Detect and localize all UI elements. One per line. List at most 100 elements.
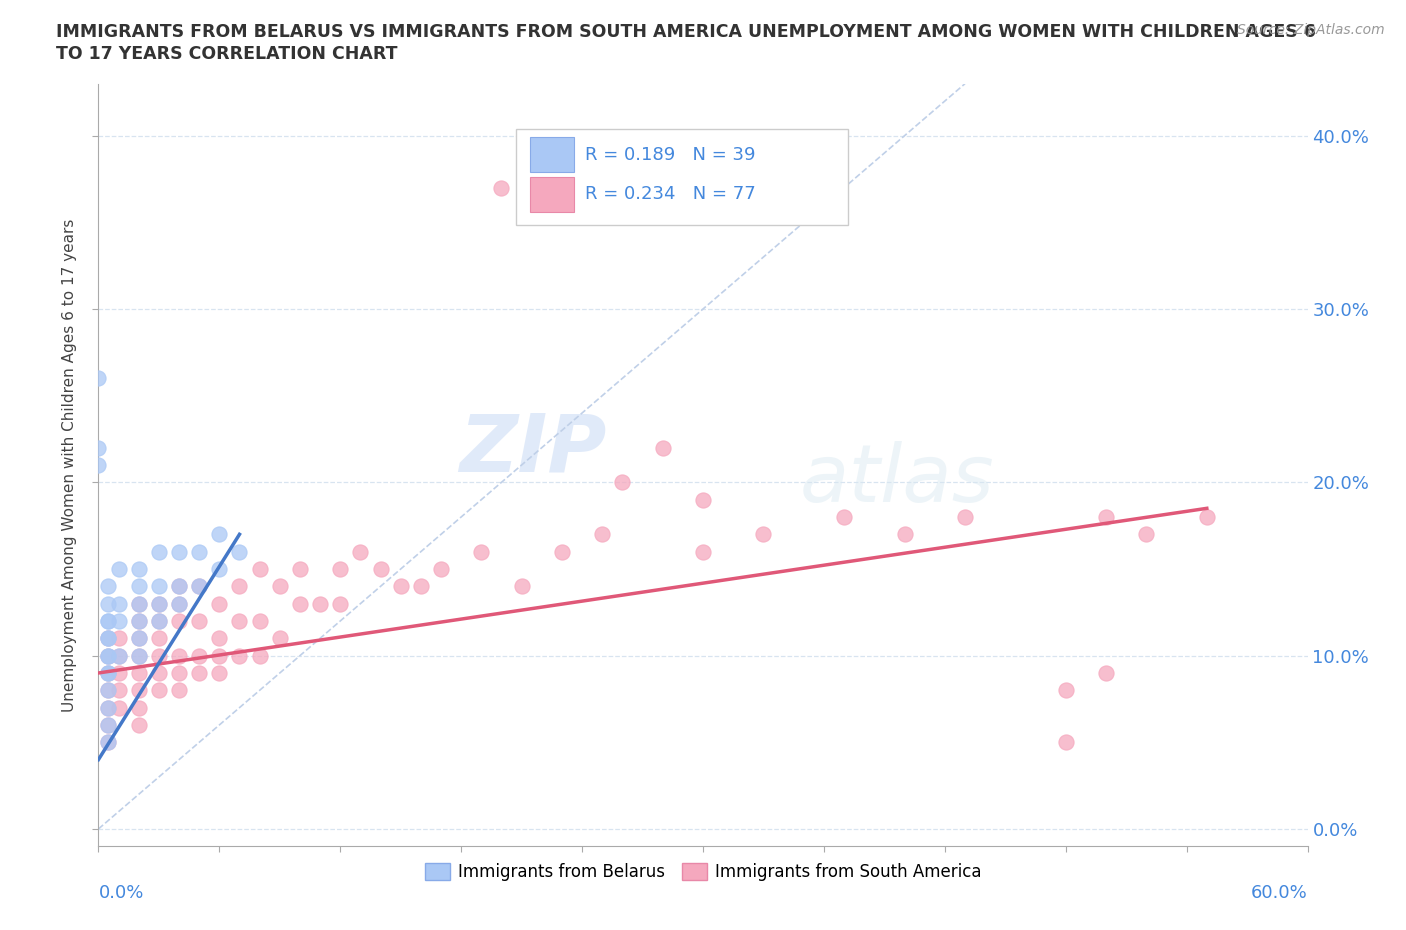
Point: [97, 735, 120, 750]
Point: [97, 596, 120, 611]
Point: [97, 718, 120, 733]
Point: [188, 648, 211, 663]
Text: 60.0%: 60.0%: [1251, 884, 1308, 902]
Point: [128, 578, 150, 593]
Point: [188, 578, 211, 593]
Point: [188, 544, 211, 559]
Point: [107, 614, 129, 629]
Point: [97, 614, 120, 629]
Point: [208, 596, 231, 611]
Point: [107, 648, 129, 663]
Point: [167, 683, 190, 698]
Point: [510, 578, 533, 593]
Point: [128, 596, 150, 611]
Point: [148, 614, 170, 629]
Point: [188, 666, 211, 681]
Text: 0.0%: 0.0%: [98, 884, 143, 902]
Point: [148, 631, 170, 645]
Point: [97, 700, 120, 715]
Point: [107, 700, 129, 715]
Point: [97, 666, 120, 681]
Point: [167, 648, 190, 663]
Point: [97, 735, 120, 750]
Point: [370, 562, 392, 577]
Point: [893, 527, 915, 542]
Point: [269, 578, 291, 593]
Point: [148, 683, 170, 698]
Point: [288, 562, 311, 577]
FancyBboxPatch shape: [530, 177, 574, 212]
Point: [692, 492, 714, 507]
Text: ZIP: ZIP: [458, 411, 606, 489]
Point: [249, 562, 271, 577]
Point: [148, 578, 170, 593]
Point: [752, 527, 775, 542]
Point: [107, 683, 129, 698]
Point: [188, 614, 211, 629]
Point: [430, 562, 453, 577]
Point: [97, 718, 120, 733]
Point: [128, 631, 150, 645]
Point: [128, 631, 150, 645]
Point: [167, 666, 190, 681]
Point: [228, 648, 250, 663]
Point: [128, 614, 150, 629]
Text: R = 0.189   N = 39: R = 0.189 N = 39: [585, 146, 755, 164]
Point: [249, 648, 271, 663]
Point: [148, 596, 170, 611]
Point: [148, 666, 170, 681]
Point: [87, 371, 110, 386]
Y-axis label: Unemployment Among Women with Children Ages 6 to 17 years: Unemployment Among Women with Children A…: [62, 219, 77, 711]
Point: [128, 562, 150, 577]
Point: [953, 510, 976, 525]
Point: [1054, 683, 1077, 698]
Point: [167, 614, 190, 629]
Point: [249, 614, 271, 629]
Point: [107, 562, 129, 577]
Point: [1095, 666, 1118, 681]
Point: [97, 578, 120, 593]
Point: [107, 648, 129, 663]
Point: [389, 578, 412, 593]
FancyBboxPatch shape: [530, 137, 574, 172]
Point: [228, 578, 250, 593]
Point: [228, 614, 250, 629]
Point: [832, 510, 855, 525]
Point: [97, 648, 120, 663]
Point: [1135, 527, 1157, 542]
Point: [269, 631, 291, 645]
Point: [148, 614, 170, 629]
Point: [97, 631, 120, 645]
Text: IMMIGRANTS FROM BELARUS VS IMMIGRANTS FROM SOUTH AMERICA UNEMPLOYMENT AMONG WOME: IMMIGRANTS FROM BELARUS VS IMMIGRANTS FR…: [56, 23, 1316, 41]
Point: [288, 596, 311, 611]
Point: [651, 440, 673, 455]
Point: [87, 440, 110, 455]
Point: [208, 666, 231, 681]
Point: [128, 683, 150, 698]
Point: [188, 578, 211, 593]
Point: [148, 544, 170, 559]
Point: [491, 180, 513, 195]
Point: [612, 475, 634, 490]
Point: [1095, 510, 1118, 525]
Point: [107, 666, 129, 681]
Point: [107, 596, 129, 611]
Point: [167, 578, 190, 593]
FancyBboxPatch shape: [516, 129, 848, 225]
Point: [1195, 510, 1218, 525]
Point: [128, 666, 150, 681]
Point: [97, 666, 120, 681]
Point: [128, 718, 150, 733]
Point: [97, 666, 120, 681]
Point: [128, 700, 150, 715]
Point: [167, 578, 190, 593]
Point: [148, 596, 170, 611]
Text: atlas: atlas: [800, 441, 994, 519]
Point: [208, 648, 231, 663]
Point: [228, 544, 250, 559]
Point: [128, 596, 150, 611]
Point: [470, 544, 492, 559]
Point: [167, 596, 190, 611]
Point: [148, 648, 170, 663]
Point: [551, 544, 574, 559]
